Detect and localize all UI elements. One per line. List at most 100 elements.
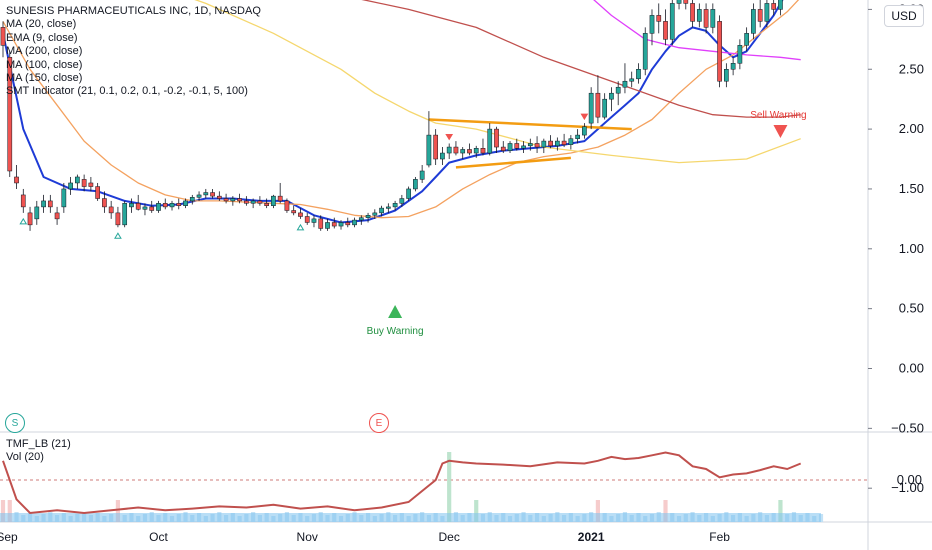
ma100-line (361, 0, 801, 118)
candle (595, 92, 601, 118)
candle (129, 203, 134, 208)
candle (473, 148, 479, 154)
candle (34, 206, 40, 220)
legend-ma20[interactable]: MA (20, close) (6, 18, 77, 31)
candle (325, 222, 330, 229)
tmf-zero-label: 0.00 (897, 472, 922, 487)
candle (534, 143, 540, 148)
candle (602, 98, 608, 118)
candle (696, 9, 702, 22)
volume-bar (778, 500, 783, 522)
candle (27, 212, 33, 226)
candle (183, 200, 188, 206)
candle (250, 200, 256, 204)
candle (102, 198, 107, 208)
split-marker-s[interactable]: S (5, 413, 25, 433)
legend-vol[interactable]: Vol (20) (6, 451, 44, 464)
ma200-line (593, 0, 801, 61)
candle (636, 69, 641, 80)
price-axis[interactable]: 5.505.004.504.003.503.002.502.001.501.00… (868, 0, 928, 495)
legend-smt[interactable]: SMT Indicator (21, 0.1, 0.2, 0.1, -0.2, … (6, 85, 248, 98)
candle (615, 86, 621, 94)
legend-tmf[interactable]: TMF_LB (21) (6, 438, 71, 450)
candle (440, 152, 445, 160)
candle (189, 197, 195, 202)
candle (162, 203, 168, 208)
candle (460, 149, 466, 154)
y-tick-label: 0.00 (899, 361, 924, 376)
candle (311, 218, 317, 223)
legend-ma200[interactable]: MA (200, close) (6, 45, 83, 58)
signal-marker (19, 217, 28, 225)
currency-button[interactable]: USD (884, 5, 924, 27)
legend-ema9[interactable]: EMA (9, close) (6, 31, 78, 44)
candle (352, 219, 357, 226)
candle (379, 207, 384, 214)
candle (271, 195, 276, 206)
legend-ma150[interactable]: MA (150, close) (6, 72, 83, 85)
candle (588, 92, 594, 124)
candle (61, 188, 67, 208)
indicator-pane[interactable]: 0.00 (0, 451, 922, 522)
candle (446, 146, 452, 154)
candle (487, 128, 493, 154)
y-tick-label: 1.00 (899, 241, 924, 256)
candle (406, 188, 411, 199)
indicator-legend: TMF_LB (21) Vol (20) (6, 438, 71, 465)
candle (419, 170, 425, 180)
volume-bar (663, 500, 668, 522)
candle (284, 200, 290, 211)
candle (68, 182, 73, 190)
candle (345, 222, 351, 226)
candle (135, 203, 141, 210)
chart-legend: SUNESIS PHARMACEUTICALS INC, 1D, NASDAQ … (6, 5, 261, 99)
candle (521, 145, 526, 149)
candle (683, 0, 689, 4)
candle (257, 200, 263, 204)
volume-bar (115, 500, 121, 522)
volume-bar (595, 500, 601, 522)
candle (737, 45, 743, 64)
volume-ma (0, 513, 821, 522)
candle (20, 194, 26, 208)
candle (169, 203, 175, 208)
candle (494, 128, 499, 148)
time-axis[interactable]: Sep Oct Nov Dec 2021 Feb (0, 530, 730, 544)
candle (108, 206, 114, 214)
candle (527, 143, 533, 147)
candle (500, 146, 506, 151)
y-tick-label: 2.00 (899, 121, 924, 136)
buy-arrow-icon (388, 305, 403, 318)
candle (203, 192, 209, 196)
ma20-line (2, 0, 800, 219)
legend-ma100[interactable]: MA (100, close) (6, 58, 83, 71)
candle (156, 203, 161, 211)
y-tick-label: 2.50 (899, 61, 924, 76)
candle (561, 140, 567, 145)
candle (338, 222, 344, 227)
candle (237, 198, 242, 202)
candle (216, 195, 222, 199)
symbol-title[interactable]: SUNESIS PHARMACEUTICALS INC, 1D, NASDAQ (6, 5, 261, 17)
candle (88, 182, 94, 187)
candle (764, 3, 770, 22)
candle (223, 198, 229, 202)
candle (41, 200, 46, 208)
volume-bar (7, 500, 12, 522)
candle (690, 3, 695, 22)
candle (358, 217, 364, 221)
candle (277, 195, 283, 202)
signal-marker (580, 113, 589, 121)
candle (264, 203, 269, 206)
signal-marker (114, 232, 122, 239)
candle (176, 203, 182, 206)
earnings-marker-e[interactable]: E (369, 413, 389, 433)
candle (724, 69, 729, 82)
y-tick-label: −0.50 (891, 420, 924, 435)
candle (507, 143, 513, 151)
candle (751, 9, 756, 34)
x-tick-label: 2021 (578, 530, 605, 544)
candle (609, 92, 614, 100)
